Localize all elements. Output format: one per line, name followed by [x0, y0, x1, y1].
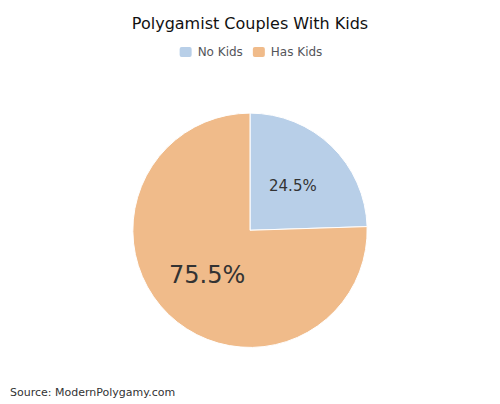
svg-text:24.5%: 24.5%: [269, 177, 317, 195]
svg-text:Source: ModernPolygamy.com: Source: ModernPolygamy.com: [10, 386, 175, 399]
svg-text:75.5%: 75.5%: [169, 261, 245, 289]
svg-text:No Kids: No Kids: [198, 45, 243, 59]
svg-text:Has Kids: Has Kids: [271, 45, 323, 59]
svg-text:Polygamist Couples With Kids: Polygamist Couples With Kids: [132, 14, 368, 33]
